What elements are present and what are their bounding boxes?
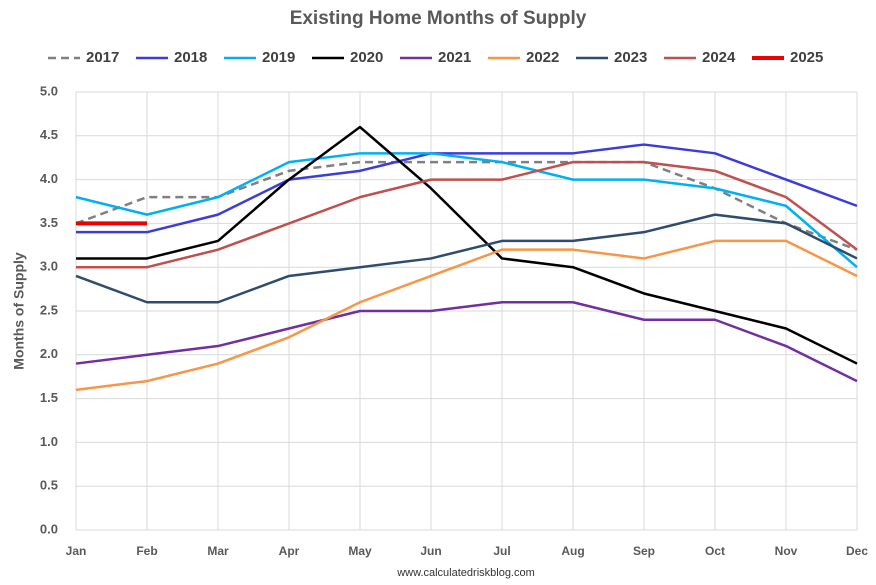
legend-label: 2018 bbox=[174, 49, 207, 66]
y-tick-label: 4.0 bbox=[40, 171, 58, 186]
y-tick-label: 0.5 bbox=[40, 478, 58, 493]
x-tick-label: Dec bbox=[846, 544, 868, 558]
legend-label: 2017 bbox=[86, 49, 119, 66]
series-line bbox=[75, 213, 858, 304]
series-line bbox=[75, 152, 858, 269]
series-line bbox=[75, 300, 858, 383]
series-line bbox=[76, 143, 858, 234]
source: www.calculatedriskblog.com bbox=[396, 567, 535, 579]
legend-label: 2020 bbox=[350, 49, 383, 66]
series-line bbox=[75, 160, 858, 251]
x-tick-label: Oct bbox=[705, 544, 725, 558]
x-tick-label: Feb bbox=[136, 544, 157, 558]
x-tick-label: Mar bbox=[207, 544, 229, 558]
y-tick-label: 1.0 bbox=[40, 434, 58, 449]
legend-label: 2019 bbox=[262, 49, 295, 66]
legend-label: 2025 bbox=[790, 49, 823, 66]
x-tick-label: Jan bbox=[66, 544, 87, 558]
x-tick-label: Jun bbox=[420, 544, 441, 558]
y-tick-label: 3.5 bbox=[40, 215, 58, 230]
series-line bbox=[76, 160, 858, 269]
y-tick-label: 4.5 bbox=[40, 127, 58, 142]
x-tick-label: Jul bbox=[493, 544, 510, 558]
legend-label: 2021 bbox=[438, 49, 471, 66]
series-line bbox=[75, 239, 858, 392]
x-tick-label: Sep bbox=[633, 544, 655, 558]
y-tick-label: 2.0 bbox=[40, 346, 58, 361]
x-tick-label: Aug bbox=[561, 544, 584, 558]
y-tick-label: 0.0 bbox=[40, 521, 58, 536]
y-tick-label: 2.5 bbox=[40, 302, 58, 317]
legend-label: 2023 bbox=[614, 49, 647, 66]
chart-title: Existing Home Months of Supply bbox=[290, 8, 587, 29]
x-tick-label: May bbox=[348, 544, 372, 558]
y-axis-label: Months of Supply bbox=[11, 252, 27, 370]
x-tick-label: Nov bbox=[775, 544, 798, 558]
y-tick-label: 1.5 bbox=[40, 390, 58, 405]
x-tick-label: Apr bbox=[279, 544, 300, 558]
legend-label: 2024 bbox=[702, 49, 736, 66]
y-tick-label: 5.0 bbox=[40, 83, 58, 98]
series-line bbox=[76, 125, 858, 365]
y-tick-label: 3.0 bbox=[40, 259, 58, 274]
legend-label: 2022 bbox=[526, 49, 559, 66]
